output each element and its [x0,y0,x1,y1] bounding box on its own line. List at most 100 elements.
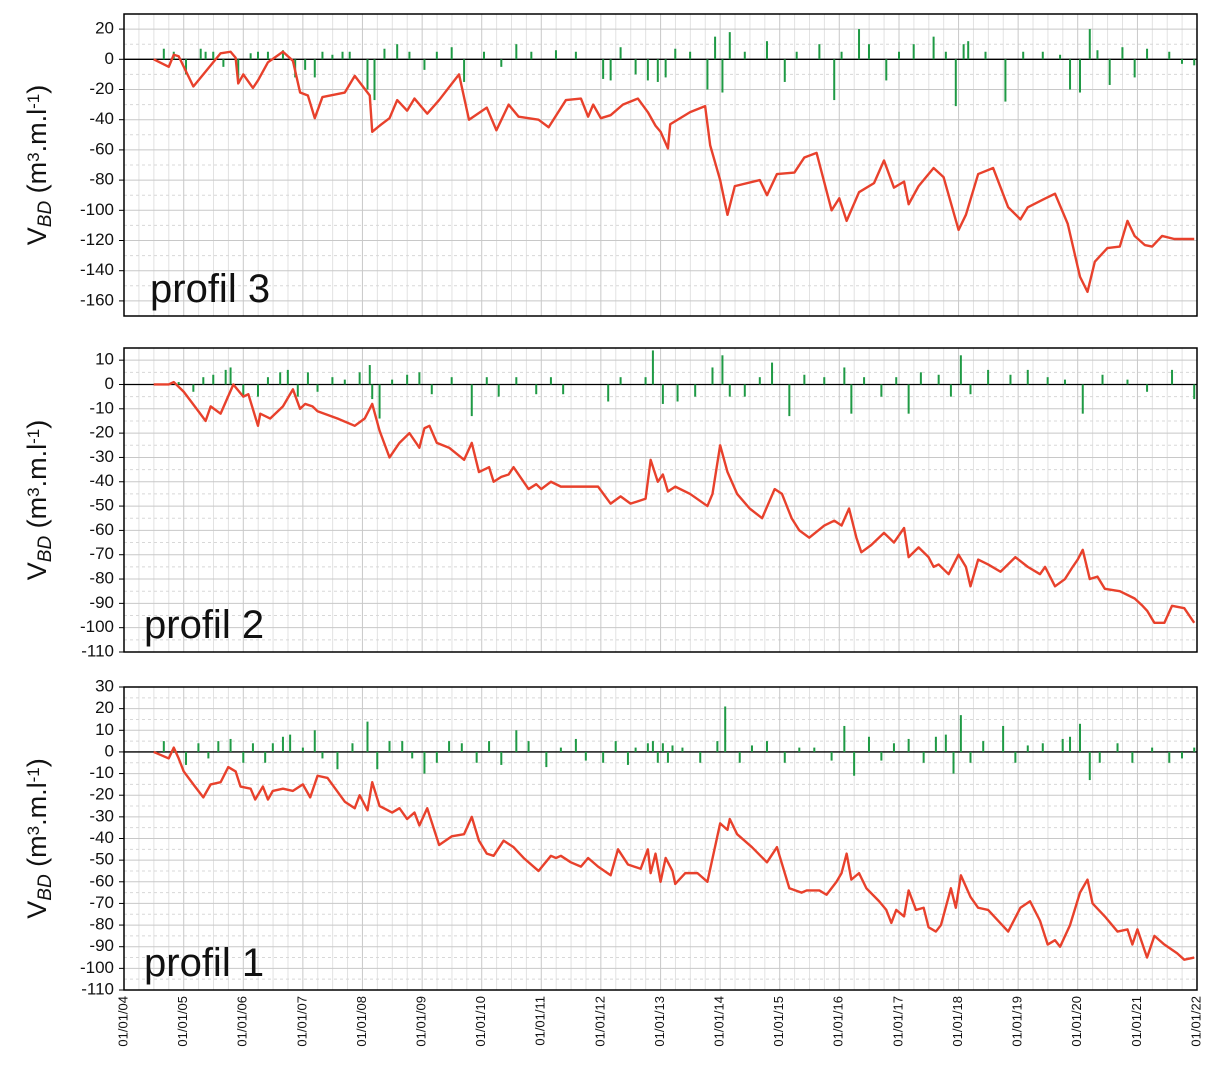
y-axis-label-part: .m.l [22,109,52,153]
bar [313,59,316,78]
x-tick-label: 01/01/06 [235,996,250,1047]
y-tick-label: 10 [95,720,114,739]
bar [959,355,962,385]
bar [843,367,846,385]
bar [867,44,870,60]
bar [430,384,433,395]
bar [895,377,898,385]
bar [343,379,346,385]
bar [1180,59,1183,64]
bar [475,751,478,763]
bar [383,48,386,60]
bar [858,29,861,60]
x-tick-label: 01/01/20 [1069,996,1084,1047]
bar [1180,751,1183,759]
bar [676,384,679,402]
bar [348,51,351,60]
bar [545,751,548,768]
y-axis-label-part: BD [35,536,56,563]
bar [912,44,915,60]
bar [765,741,768,752]
y-axis-label-part: 3 [24,152,43,161]
y-tick-label: -60 [89,520,114,539]
bar [694,384,697,397]
bar [728,384,731,397]
bar [1131,751,1134,763]
bar [607,384,610,402]
bar [296,384,299,397]
bar [242,384,245,397]
bar [954,59,957,107]
bar [463,59,466,82]
bar [388,741,391,752]
y-tick-label: -20 [89,79,114,98]
bar [177,382,180,385]
bar [488,741,491,752]
y-axis-label-part: -1 [24,94,43,109]
y-axis-label-part: ) [22,758,52,767]
bar [1002,725,1005,752]
y-tick-label: 10 [95,350,114,369]
bar [1009,374,1012,385]
y-tick-label: 20 [95,698,114,717]
y-tick-label: -30 [89,447,114,466]
y-tick-label: 20 [95,19,114,38]
bar [1014,751,1017,763]
bar [584,751,587,761]
bar [634,747,637,752]
y-tick-label: -70 [89,893,114,912]
bar [316,384,319,392]
bar [771,362,774,385]
y-tick-label: -140 [80,260,114,279]
bar [229,738,232,752]
bar [1133,59,1136,78]
bar [162,741,165,752]
bar [549,377,552,385]
x-tick-label: 01/01/18 [950,996,965,1047]
y-axis-label: VBD (m3.m.l-1) [22,758,56,919]
bar [987,369,990,385]
bar [967,41,970,60]
panel-label: profil 2 [144,603,264,647]
bar [266,377,269,385]
bar [341,51,344,60]
y-tick-label: -100 [80,617,114,636]
bar [614,741,617,752]
bar [321,51,324,60]
bar [1046,377,1049,385]
bar [823,377,826,385]
bar [212,374,215,385]
x-tick-label: 01/01/13 [652,996,667,1047]
bar [515,730,518,752]
bar [1168,751,1171,763]
bar [867,736,870,752]
bar [898,51,901,60]
bar [1081,384,1084,414]
bar [535,384,538,395]
bar [803,374,806,385]
bar [554,50,557,60]
y-axis-label: VBD (m3.m.l-1) [22,420,56,581]
bar [1078,59,1081,93]
y-tick-label: -20 [89,785,114,804]
bar [313,730,316,752]
y-axis-label-part: .m.l [22,444,52,488]
bar [256,384,259,397]
bar [281,50,284,60]
y-axis-label-part: (m [22,497,52,536]
bar [331,54,334,60]
bar [646,59,649,81]
bar [919,372,922,385]
bar [656,751,659,763]
y-tick-label: -50 [89,850,114,869]
bar [289,734,292,752]
bar [1126,379,1129,385]
bar [671,745,674,752]
bar [391,379,394,385]
y-tick-label: 30 [95,676,114,695]
y-tick-label: -60 [89,139,114,158]
bar [714,36,717,60]
x-tick-label: 01/01/15 [771,996,786,1047]
bar [743,384,746,397]
